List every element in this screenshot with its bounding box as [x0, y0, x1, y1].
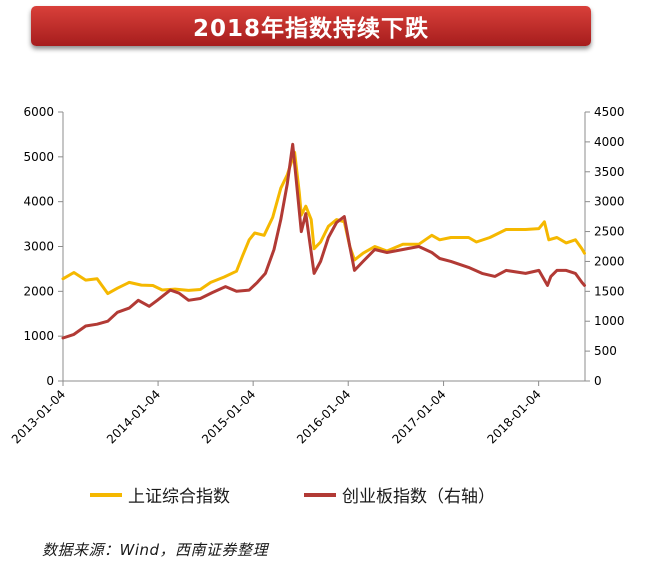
x-tick-label: 2018-01-04: [485, 387, 544, 446]
y-left-tick-label: 5000: [23, 150, 54, 164]
chart-title: 2018年指数持续下跌: [192, 16, 429, 42]
legend-swatch-sse: [90, 492, 122, 497]
legend-label-sse: 上证综合指数: [128, 487, 230, 507]
y-left-tick-label: 3000: [23, 240, 54, 254]
title-banner: 2018年指数持续下跌: [31, 6, 591, 46]
y-right-tick-label: 2000: [594, 254, 625, 268]
series-line-gem: [61, 142, 586, 340]
y-right-tick-label: 2500: [594, 225, 625, 239]
y-left-tick-label: 2000: [23, 284, 54, 298]
y-left-tick-label: 0: [46, 374, 54, 388]
legend-swatch-gem: [304, 492, 336, 497]
legend-label-gem: 创业板指数（右轴）: [342, 487, 495, 507]
x-tick-label: 2015-01-04: [199, 387, 258, 446]
y-right-tick-label: 3000: [594, 195, 625, 209]
x-tick-label: 2016-01-04: [294, 387, 353, 446]
axes: 0 1000 2000 3000 4000 5000 6000 0 500 1000 1500 200…: [9, 105, 625, 446]
y-right-tick-label: 0: [594, 374, 602, 388]
x-tick-label: 2014-01-04: [104, 387, 163, 446]
y-right-tick-label: 500: [594, 344, 617, 358]
y-right-tick-label: 3500: [594, 165, 625, 179]
x-tick-label: 2013-01-04: [9, 387, 68, 446]
series-lines: [61, 142, 586, 340]
y-left-tick-label: 1000: [23, 329, 54, 343]
y-right-tick-label: 1500: [594, 284, 625, 298]
y-right-tick-label: 4000: [594, 135, 625, 149]
y-right-tick-label: 1000: [594, 314, 625, 328]
legend-item-gem: 创业板指数（右轴）: [304, 482, 495, 507]
line-chart: 0 1000 2000 3000 4000 5000 6000 0 500 1000 1500 200…: [9, 105, 625, 446]
x-tick-label: 2017-01-04: [389, 387, 448, 446]
legend-item-sse: 上证综合指数: [90, 482, 230, 507]
y-right-tick-label: 4500: [594, 105, 625, 119]
y-left-tick-label: 6000: [23, 105, 54, 119]
y-left-tick-label: 4000: [23, 195, 54, 209]
series-line-sse: [61, 150, 586, 296]
source-note: 数据来源：Wind，西南证券整理: [42, 541, 269, 559]
